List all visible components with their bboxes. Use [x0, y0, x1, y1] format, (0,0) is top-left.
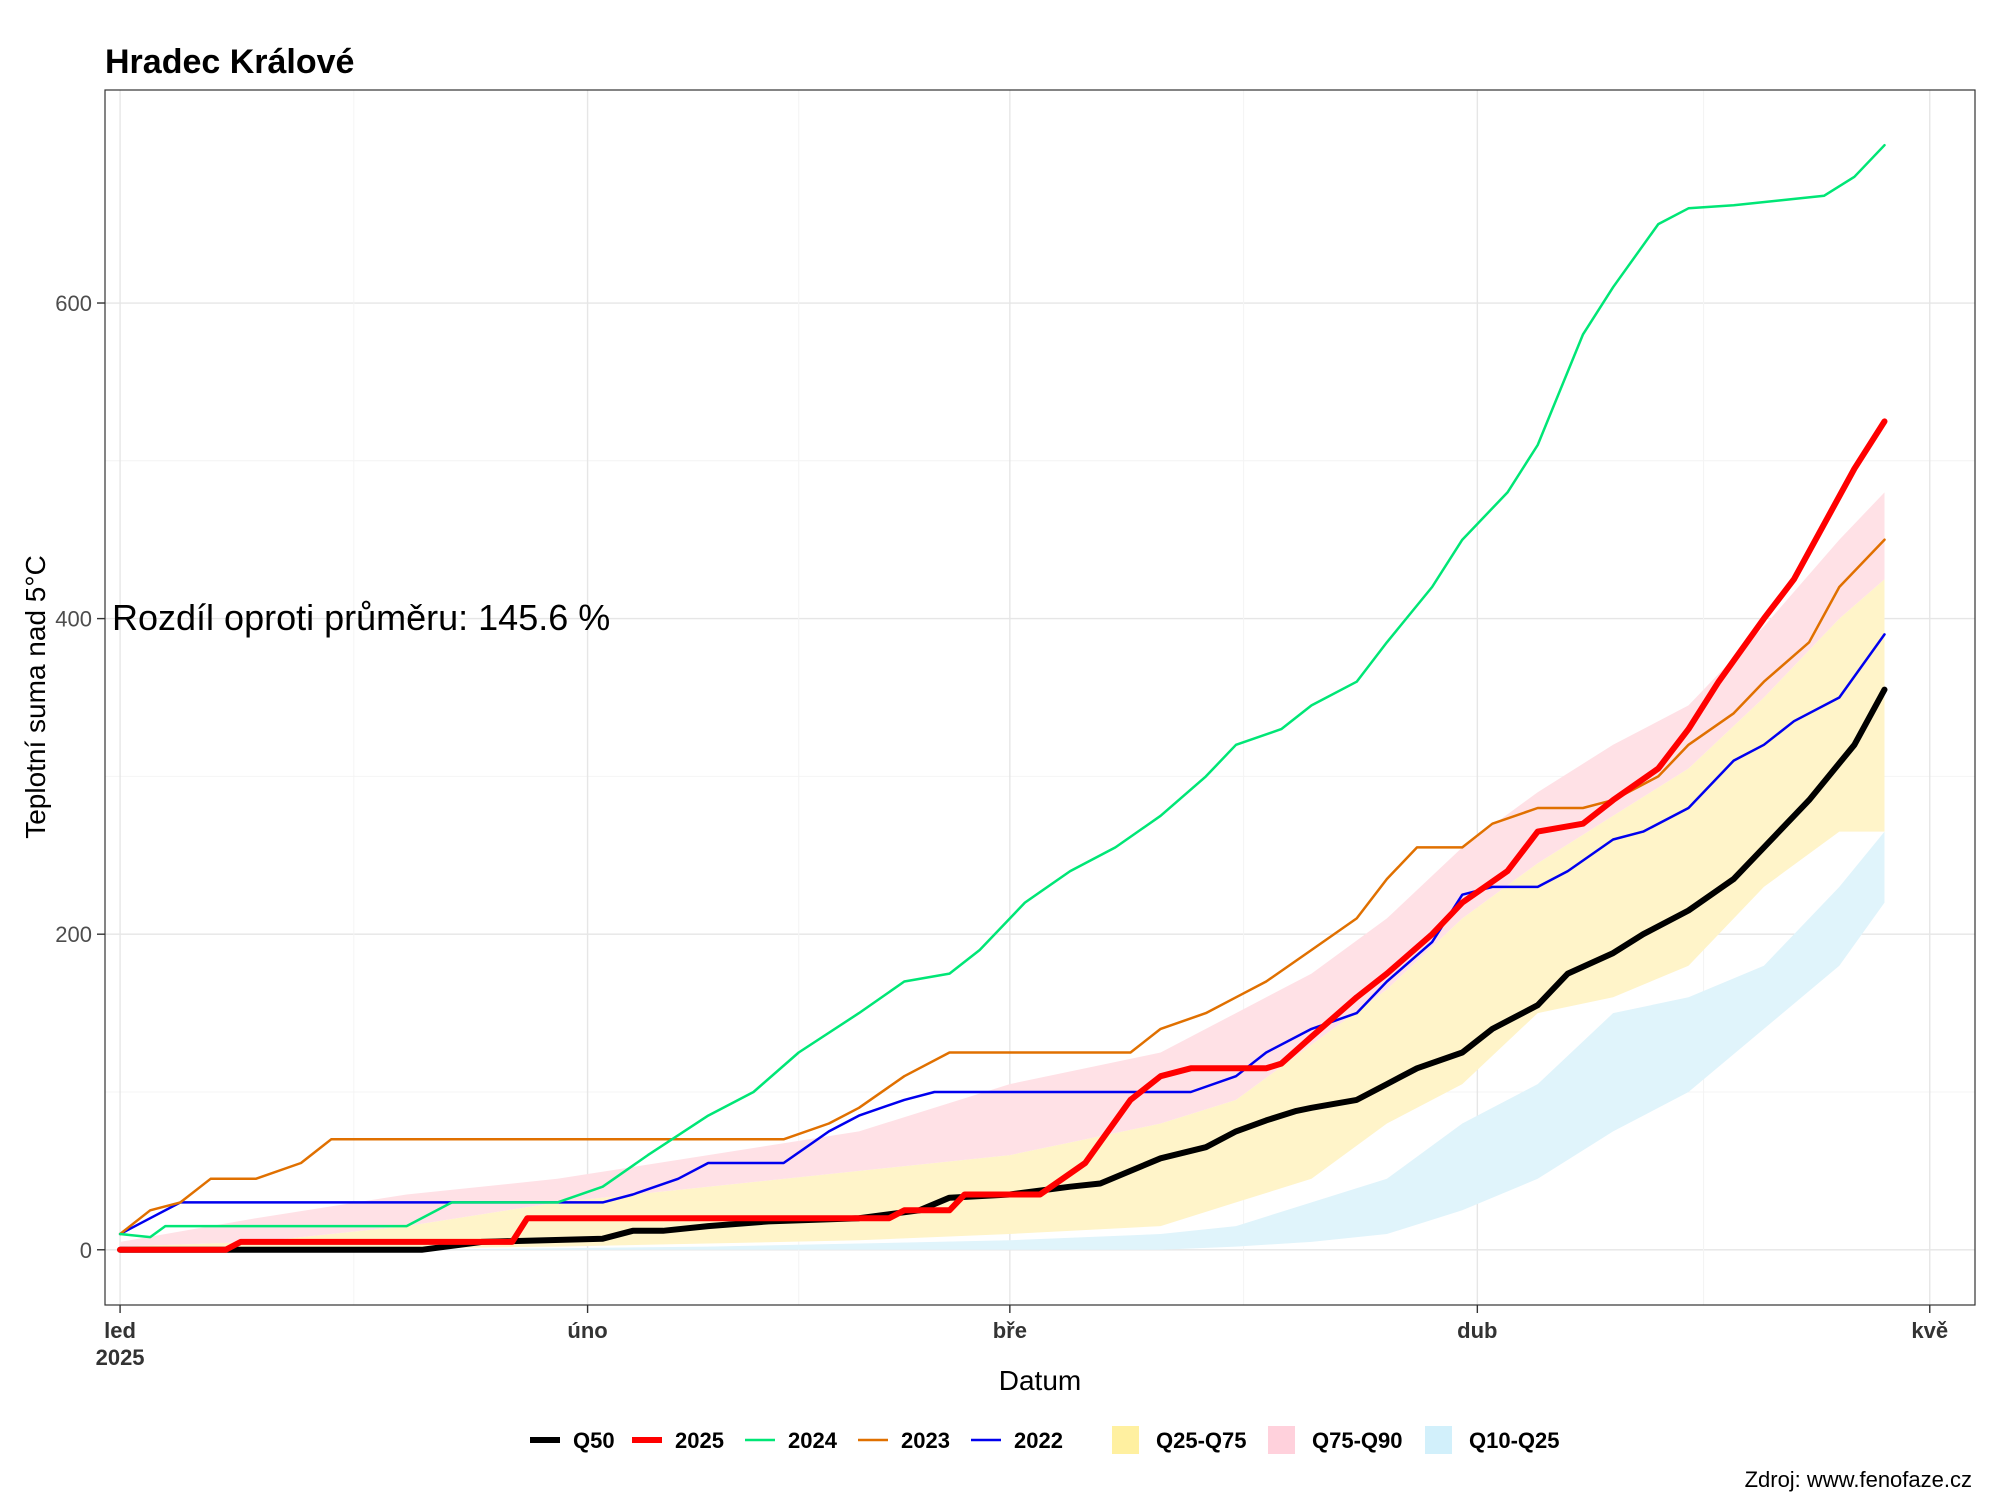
- plot-panel-border: [104, 89, 1976, 1306]
- legend-key-q25-q75: [1112, 1426, 1139, 1454]
- legend-key-q10-q25: [1425, 1426, 1452, 1454]
- legend-label-q10-q25: Q10-Q25: [1469, 1428, 1560, 1453]
- legend-label-q25-q75: Q25-Q75: [1156, 1428, 1247, 1453]
- x-tick-label: bře: [993, 1318, 1027, 1343]
- band-q75-q90: [120, 492, 1885, 1247]
- legend-label-q50: Q50: [573, 1428, 615, 1453]
- legend-label-q75-q90: Q75-Q90: [1312, 1428, 1403, 1453]
- annotation-difference: Rozdíl oproti průměru: 145.6 %: [112, 597, 610, 638]
- y-tick-label: 0: [80, 1238, 92, 1263]
- x-tick-label: kvě: [1911, 1318, 1948, 1343]
- y-tick-label: 200: [55, 922, 92, 947]
- legend-label-2024: 2024: [788, 1428, 838, 1453]
- y-tick-label: 600: [55, 291, 92, 316]
- legend-label-2025: 2025: [675, 1428, 724, 1453]
- series-line-2025: [117, 418, 1888, 1253]
- series-line-q50: [117, 686, 1888, 1253]
- series-line-2023: [118, 538, 1886, 1236]
- chart-title: Hradec Králové: [105, 43, 354, 81]
- series-lines: [117, 143, 1888, 1253]
- legend-key-q75-q90: [1268, 1426, 1295, 1454]
- quantile-bands: [120, 492, 1885, 1250]
- legend: Q50 2025 2024 2023 2022 Q25-Q75 Q75-Q90 Q10-Q25: [530, 1426, 1560, 1454]
- band-q10-q25: [120, 831, 1885, 1250]
- y-tick-label: 400: [55, 607, 92, 632]
- x-axis-label: Datum: [999, 1365, 1081, 1396]
- band-q25-q75: [120, 579, 1885, 1250]
- series-line-2024: [118, 143, 1886, 1239]
- x-tick-label: led: [104, 1318, 136, 1343]
- x-tick-label: úno: [567, 1318, 607, 1343]
- source-note: Zdroj: www.fenofaze.cz: [1745, 1467, 1972, 1492]
- x-tick-sublabel: 2025: [96, 1345, 145, 1370]
- x-tick-label: dub: [1457, 1318, 1497, 1343]
- legend-label-2023: 2023: [901, 1428, 950, 1453]
- grid: [105, 90, 1975, 1305]
- y-axis-label: Teplotní suma nad 5°C: [20, 555, 51, 839]
- legend-label-2022: 2022: [1014, 1428, 1063, 1453]
- series-line-2022: [118, 633, 1886, 1236]
- y-axis-ticks: 0 200 400 600: [55, 291, 105, 1263]
